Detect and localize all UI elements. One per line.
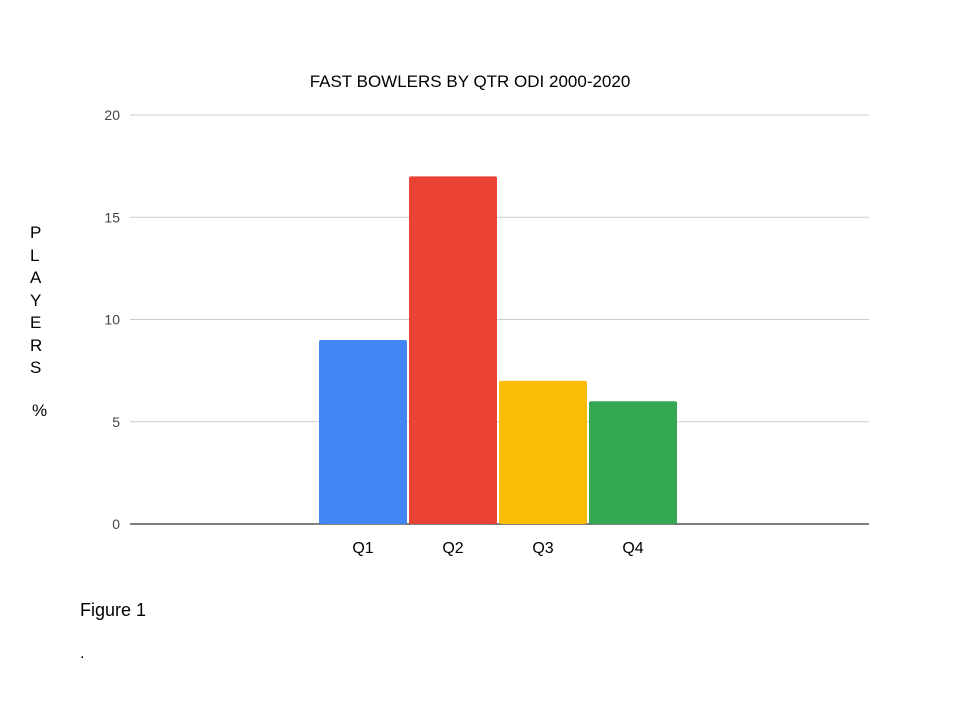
x-tick-label: Q1 [352, 540, 373, 557]
bar-q4 [589, 401, 677, 524]
bar-q3 [499, 380, 587, 524]
y-tick-label: 0 [112, 516, 120, 532]
y-axis-ticks: 0 5 10 15 20 [104, 107, 120, 532]
figure-caption: Figure 1 [80, 600, 147, 620]
y-axis-label-letter: R [30, 335, 43, 355]
y-axis-label-letter: P [30, 223, 42, 242]
bar-q2 [409, 176, 497, 524]
x-axis-ticks: Q1 Q2 Q3 Q4 [352, 540, 643, 557]
y-axis-label-letter: A [30, 268, 42, 287]
bars [319, 176, 677, 524]
x-tick-label: Q4 [622, 540, 643, 557]
x-tick-label: Q2 [442, 540, 463, 557]
chart-title: FAST BOWLERS BY QTR ODI 2000-2020 [310, 72, 631, 91]
y-tick-label: 10 [104, 312, 120, 328]
y-axis-label-letter: Y [30, 290, 42, 310]
x-tick-label: Q3 [532, 540, 553, 557]
y-axis-label-letter: L [30, 245, 40, 265]
trailing-dot: . [80, 645, 85, 662]
y-tick-label: 15 [104, 209, 120, 225]
y-tick-label: 5 [112, 414, 120, 430]
y-tick-label: 20 [104, 107, 120, 123]
y-axis-label-letter: S [30, 358, 42, 377]
bar-q1 [319, 339, 407, 524]
y-axis-label-letter: E [30, 313, 42, 332]
y-axis-unit-label: % [32, 401, 48, 420]
